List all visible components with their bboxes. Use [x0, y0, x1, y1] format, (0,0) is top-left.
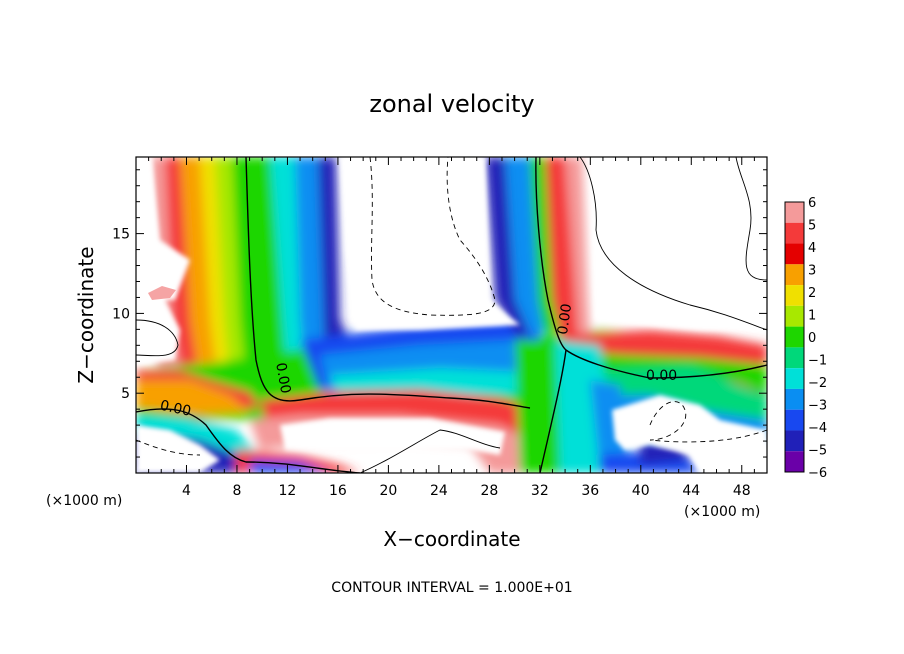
colorbar-swatch — [785, 368, 804, 389]
colorbar-frame — [784, 201, 805, 473]
x-axis: 4 8 12 16 20 24 28 32 36 40 44 48 — [148, 157, 755, 499]
x-tick-label: 4 — [182, 483, 191, 499]
x-tick-label: 44 — [682, 483, 700, 499]
colorbar-label: −5 — [808, 444, 827, 459]
x-tick-label: 48 — [733, 483, 751, 499]
contour-interval-note: CONTOUR INTERVAL = 1.000E+01 — [331, 580, 572, 596]
colorbar-label: −1 — [808, 354, 827, 369]
x-tick-label: 12 — [279, 483, 297, 499]
colorbar-swatch — [785, 285, 804, 306]
y-tick-label: 15 — [112, 227, 130, 243]
x-tick-label: 28 — [480, 483, 498, 499]
x-tick-label: 24 — [430, 483, 448, 499]
contour-label: 0.00 — [159, 398, 193, 420]
colorbar-swatch — [785, 243, 804, 265]
colorbar-swatch — [785, 430, 804, 452]
colorbar-label: 4 — [808, 241, 816, 256]
colorbar-label: 2 — [808, 286, 816, 301]
colorbar-label: 3 — [808, 264, 816, 279]
contour-label: 0.00 — [555, 303, 575, 336]
x-unit-label-right: (×1000 m) — [684, 504, 760, 520]
colorbar-label: −6 — [808, 466, 827, 481]
colorbar-swatch — [785, 388, 804, 410]
chart-title: zonal velocity — [369, 90, 534, 118]
colorbar-label: −2 — [808, 376, 827, 391]
x-tick-label: 32 — [531, 483, 549, 499]
colorbar-swatch — [785, 264, 804, 286]
colorbar-swatch — [785, 326, 804, 348]
x-tick-label: 40 — [632, 483, 650, 499]
colorbar-label: 6 — [808, 196, 816, 211]
colorbar-swatch — [785, 305, 804, 327]
x-unit-label-left: (×1000 m) — [46, 493, 122, 509]
x-tick-label: 20 — [379, 483, 397, 499]
contour-label: 0.00 — [272, 361, 293, 394]
y-axis: 5 10 15 — [112, 169, 767, 458]
y-tick-label: 5 — [121, 386, 130, 402]
colorbar: 6 5 4 3 2 1 0 −1 −2 −3 −4 −5 −6 — [784, 196, 827, 481]
colorbar-swatch — [785, 409, 804, 431]
colorbar-swatch — [785, 451, 804, 472]
x-tick-label: 36 — [581, 483, 599, 499]
colorbar-swatch — [785, 222, 804, 244]
velocity-field: 0.00 0.00 0.00 0.00 — [136, 157, 767, 473]
colorbar-swatch — [785, 347, 804, 369]
colorbar-swatch — [785, 202, 804, 223]
x-tick-label: 16 — [329, 483, 347, 499]
colorbar-label: −4 — [808, 421, 827, 436]
contour-label: 0.00 — [646, 368, 677, 384]
y-tick-label: 10 — [112, 306, 130, 322]
y-axis-label: Z−coordinate — [74, 246, 98, 383]
colorbar-label: 0 — [808, 331, 816, 346]
colorbar-label: 1 — [808, 309, 816, 324]
colorbar-label: −3 — [808, 399, 827, 414]
x-axis-label: X−coordinate — [383, 527, 520, 551]
colorbar-label: 5 — [808, 219, 816, 234]
x-tick-label: 8 — [232, 483, 241, 499]
